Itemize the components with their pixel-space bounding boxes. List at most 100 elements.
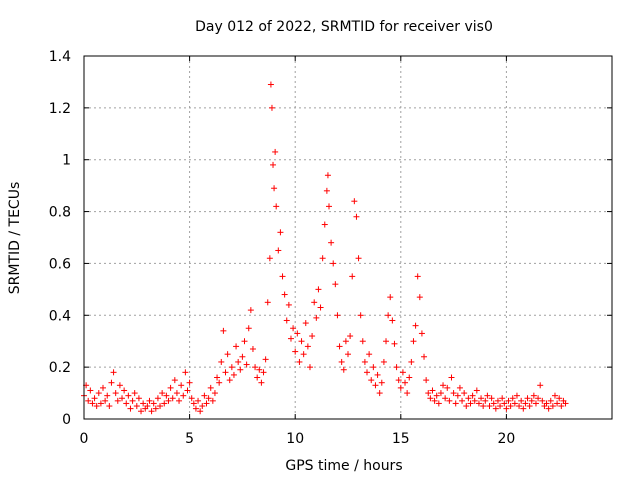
data-point (159, 390, 166, 397)
data-point (321, 221, 328, 228)
data-point (324, 172, 331, 179)
data-point (254, 374, 261, 381)
data-point (205, 395, 212, 402)
data-point (167, 384, 174, 391)
data-point (102, 397, 109, 404)
data-point (119, 395, 126, 402)
data-point (123, 400, 130, 407)
data-point (184, 387, 191, 394)
x-tick-label: 0 (80, 431, 89, 447)
y-tick-label: 1.2 (49, 101, 71, 117)
data-point (272, 148, 279, 155)
data-point (161, 400, 168, 407)
data-point (408, 358, 415, 365)
data-point (300, 351, 307, 358)
data-point (549, 403, 556, 410)
data-point (131, 390, 138, 397)
data-point (112, 390, 119, 397)
data-point (492, 405, 499, 412)
data-point (429, 387, 436, 394)
data-point (385, 312, 392, 319)
data-point (332, 281, 339, 288)
data-point (366, 351, 373, 358)
data-point (197, 408, 204, 415)
data-point (298, 338, 305, 345)
data-point (190, 400, 197, 407)
data-point (247, 307, 254, 314)
data-point (285, 301, 292, 308)
x-tick-label: 10 (286, 431, 304, 447)
data-point (391, 340, 398, 347)
data-point (214, 374, 221, 381)
data-point (271, 185, 278, 192)
data-point (488, 395, 495, 402)
data-point (171, 377, 178, 384)
data-point (95, 390, 102, 397)
data-point (467, 400, 474, 407)
data-point (222, 369, 229, 376)
data-point (478, 395, 485, 402)
data-point (292, 348, 299, 355)
data-point (152, 405, 159, 412)
data-point (176, 397, 183, 404)
data-point (425, 390, 432, 397)
data-point (368, 377, 375, 384)
data-point (532, 400, 539, 407)
data-point (507, 403, 514, 410)
data-point (437, 390, 444, 397)
data-point (275, 247, 282, 254)
data-point (243, 361, 250, 368)
data-point (340, 366, 347, 373)
data-point (91, 395, 98, 402)
data-point (513, 392, 520, 399)
data-point (469, 392, 476, 399)
data-point (351, 198, 358, 205)
data-point (353, 213, 360, 220)
data-point (357, 312, 364, 319)
data-point (490, 400, 497, 407)
data-point (399, 369, 406, 376)
y-tick-label: 0.8 (49, 205, 71, 221)
data-point (138, 408, 145, 415)
data-point (262, 356, 269, 363)
data-point (211, 390, 218, 397)
data-point (104, 392, 111, 399)
data-point (224, 351, 231, 358)
y-tick-label: 0 (62, 412, 71, 428)
data-point (323, 187, 330, 194)
data-point (554, 400, 561, 407)
data-point (273, 203, 280, 210)
data-point (336, 343, 343, 350)
data-point (347, 333, 354, 340)
data-point (395, 377, 402, 384)
y-tick-label: 0.6 (49, 256, 71, 272)
data-point (558, 403, 565, 410)
data-point (473, 387, 480, 394)
data-point (241, 338, 248, 345)
data-point (499, 395, 506, 402)
data-point (165, 397, 172, 404)
data-point (380, 358, 387, 365)
data-point (361, 358, 368, 365)
data-point (456, 384, 463, 391)
data-point (188, 395, 195, 402)
data-point (252, 364, 259, 371)
y-tick-label: 1.4 (49, 49, 71, 65)
plot-frame (83, 55, 613, 420)
data-point (87, 387, 94, 394)
data-point (154, 395, 161, 402)
data-point (129, 397, 136, 404)
data-point (228, 364, 235, 371)
data-point (374, 371, 381, 378)
data-point (423, 377, 430, 384)
data-point (482, 397, 489, 404)
data-point (461, 390, 468, 397)
data-point (163, 392, 170, 399)
data-point (178, 382, 185, 389)
data-point (281, 291, 288, 298)
data-point (106, 403, 113, 410)
data-point (125, 392, 132, 399)
data-point (397, 384, 404, 391)
data-point (311, 299, 318, 306)
data-point (524, 395, 531, 402)
